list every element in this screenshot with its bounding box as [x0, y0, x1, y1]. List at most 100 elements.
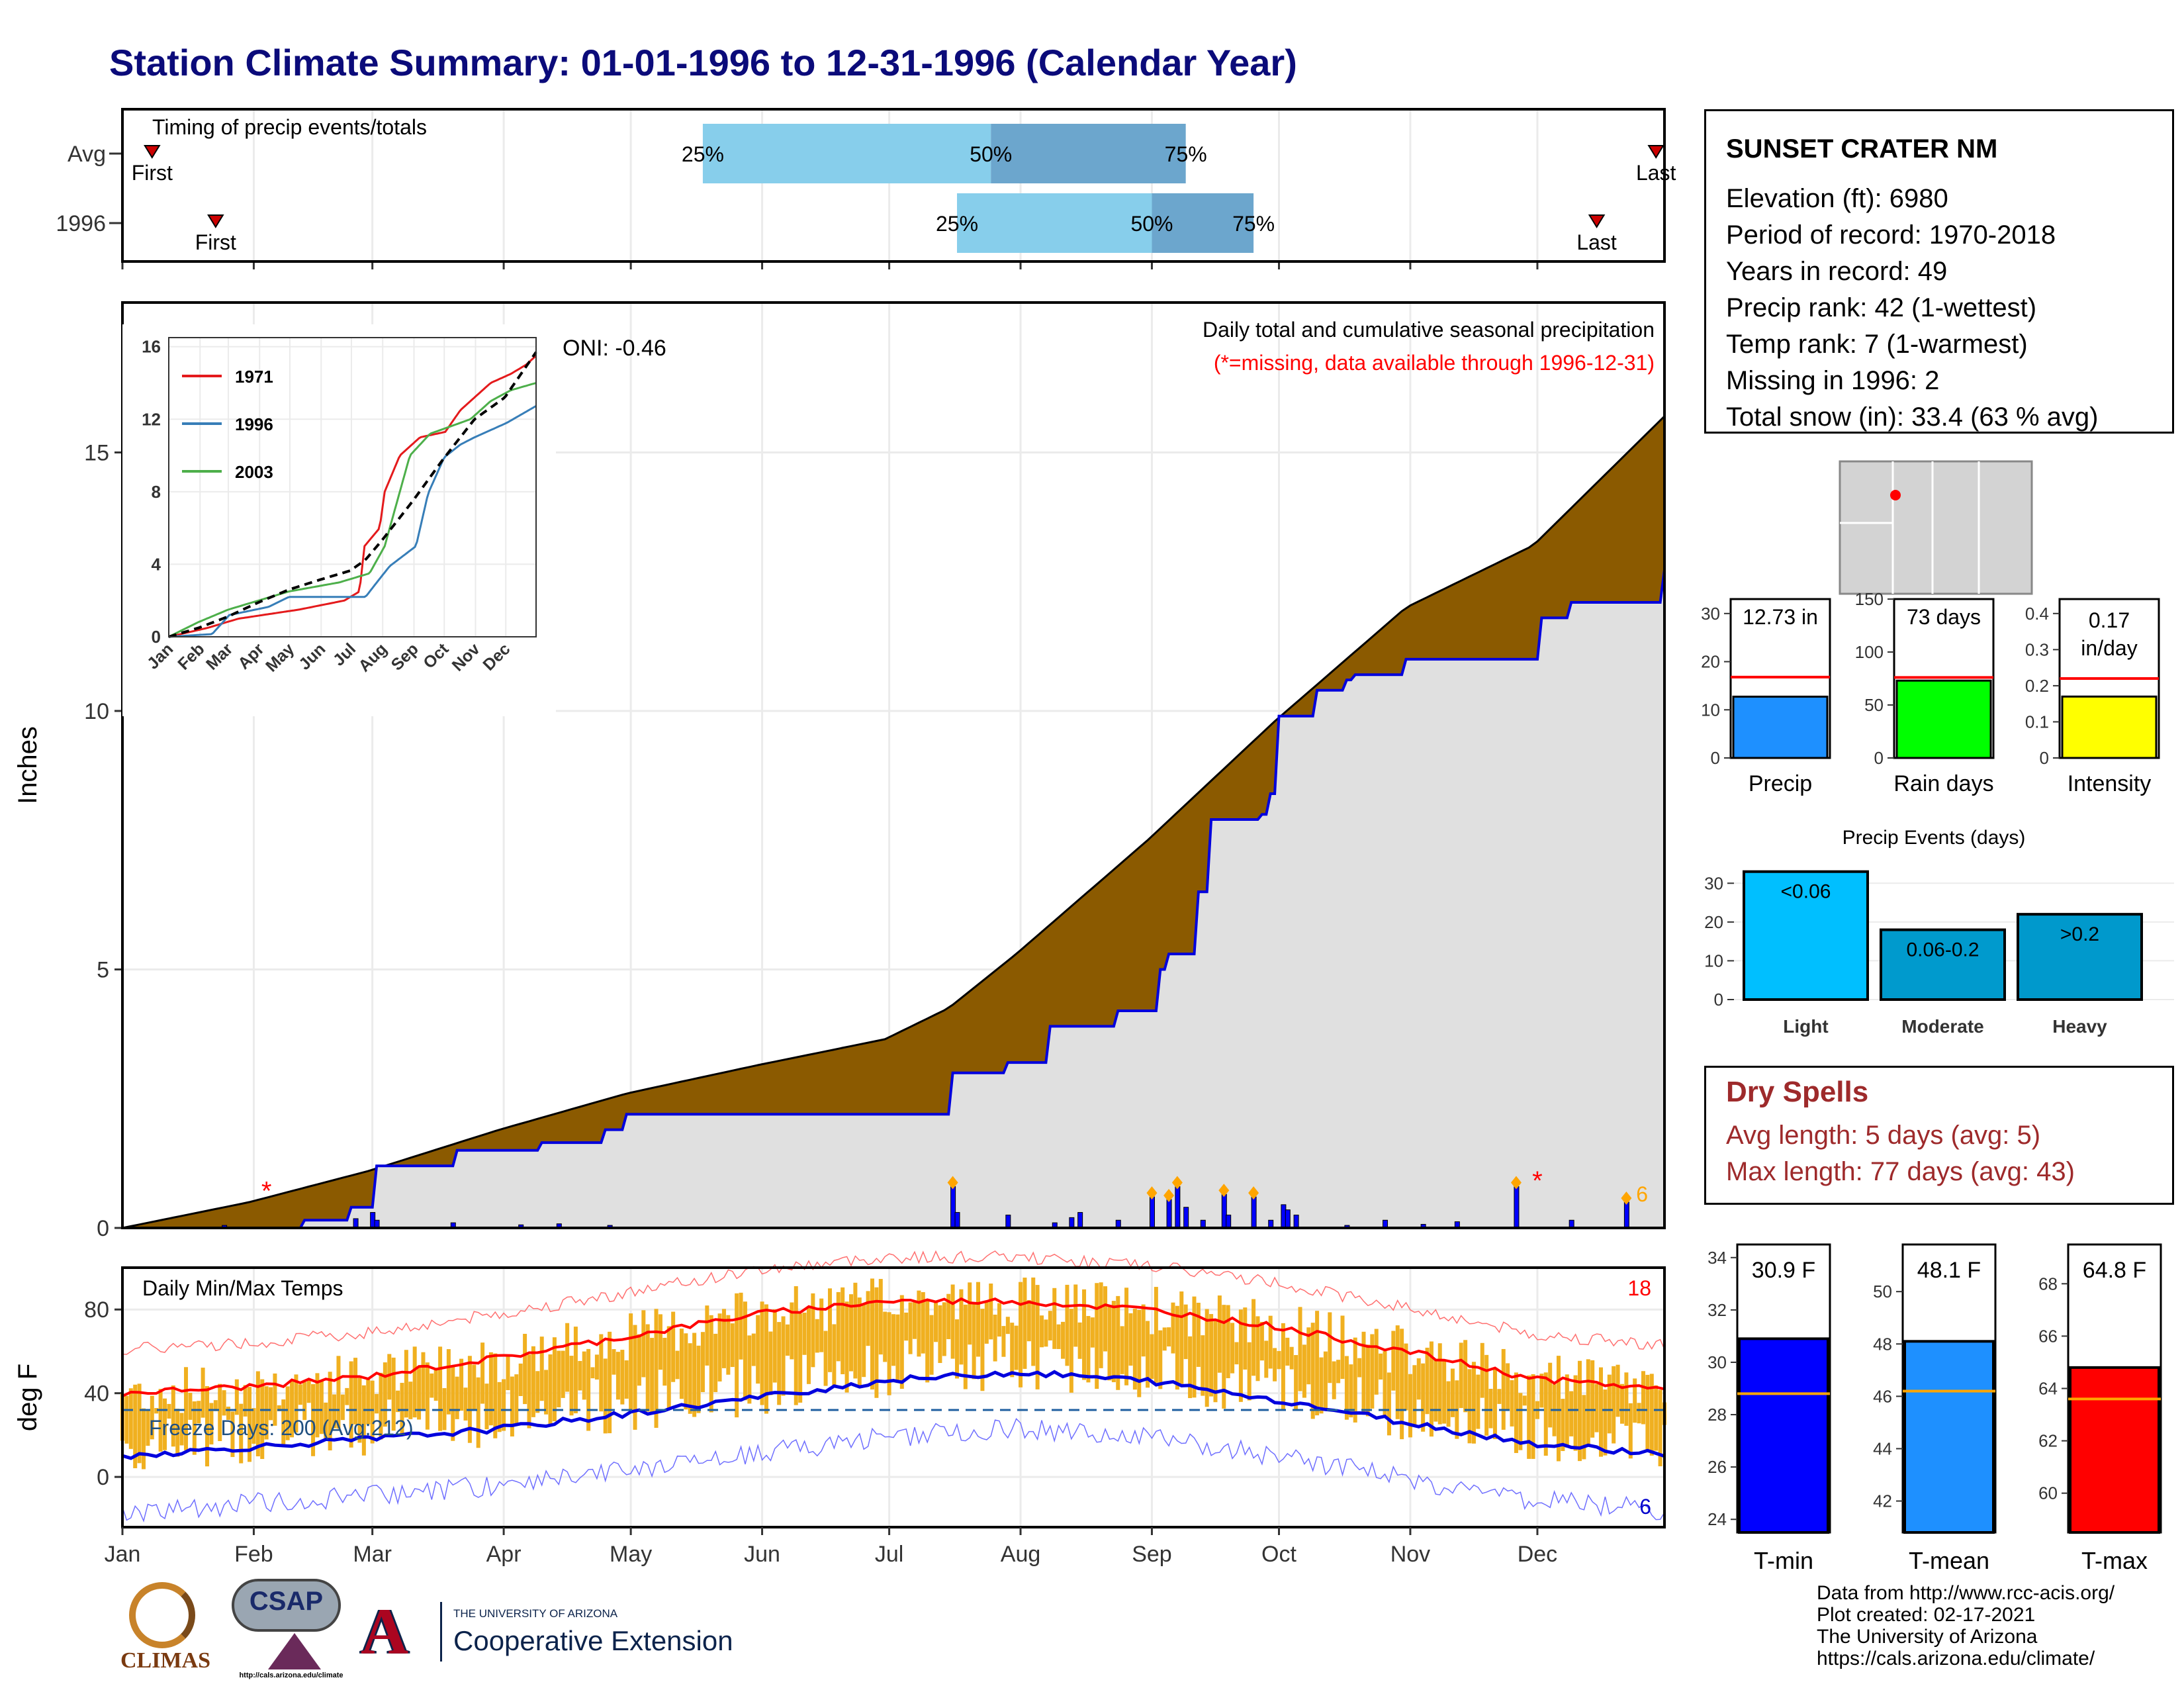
inset-legend-label: 1996 [235, 414, 273, 434]
daily-temp-bar [396, 1390, 400, 1413]
daily-precip-bar [353, 1218, 359, 1229]
daily-temp-bar [459, 1358, 464, 1411]
last-marker-icon [1647, 145, 1664, 159]
daily-temp-bar [565, 1323, 570, 1392]
daily-temp-bar [1310, 1323, 1315, 1419]
temp-bar-value: 30.9 F [1752, 1258, 1815, 1283]
daily-temp-bar [1582, 1395, 1586, 1460]
daily-temp-bar [841, 1287, 845, 1374]
temp-bar-y-tick-label: 42 [1873, 1491, 1892, 1511]
daily-temp-bar [433, 1369, 438, 1401]
daily-temp-bar [730, 1323, 735, 1368]
daily-temp-bar [361, 1385, 366, 1456]
temp-bar-y-tick-label: 24 [1707, 1509, 1727, 1529]
state-map-icon [1839, 460, 2033, 595]
climas-text: CLIMAS [120, 1648, 211, 1673]
daily-temp-bar [510, 1376, 514, 1437]
daily-precip-bar [1166, 1199, 1172, 1229]
daily-temp-bar [1518, 1393, 1523, 1450]
daily-temp-bar [857, 1297, 862, 1387]
last-label: Last [1636, 161, 1676, 185]
daily-temp-bar [895, 1314, 900, 1383]
daily-temp-bar [836, 1291, 841, 1362]
daily-temp-bar [1183, 1304, 1188, 1360]
month-x-tick-label: Nov [1390, 1542, 1430, 1567]
daily-temp-bar [1492, 1368, 1497, 1440]
daily-temp-bar [1633, 1378, 1637, 1423]
daily-temp-bar [997, 1303, 1002, 1337]
precip-events-title: Precip Events (days) [1843, 827, 2026, 849]
daily-temp-bar [1624, 1372, 1629, 1426]
precip-y-tick-label: 0 [97, 1216, 109, 1241]
daily-temp-bar [913, 1302, 917, 1339]
daily-temp-bar [1040, 1315, 1044, 1348]
daily-temp-bar [1171, 1302, 1175, 1354]
heavy-event-marker-icon [947, 1176, 958, 1190]
last-label: Last [1576, 230, 1617, 254]
station-elevation: Elevation (ft): 6980 [1726, 184, 1948, 213]
daily-temp-bar [1306, 1327, 1311, 1385]
summary-bar [2061, 695, 2158, 759]
daily-temp-bar [781, 1316, 786, 1396]
daily-temp-bar [777, 1322, 782, 1405]
heavy-event-marker-icon [1621, 1191, 1632, 1205]
daily-temp-bar [764, 1304, 768, 1414]
last-marker-icon [1588, 214, 1606, 228]
heavy-event-marker-icon [1146, 1186, 1158, 1200]
daily-temp-bar [417, 1366, 422, 1420]
precip-y-tick-label: 15 [84, 440, 109, 465]
daily-temp-bar [1154, 1287, 1158, 1383]
daily-temp-bar [218, 1383, 222, 1441]
temp-y-axis-label: deg F [13, 1364, 42, 1431]
daily-temp-bar [544, 1370, 549, 1415]
daily-precip-bar [954, 1212, 960, 1229]
daily-temp-bar [463, 1387, 468, 1421]
daily-temp-bar [679, 1329, 684, 1399]
daily-temp-bar [823, 1331, 828, 1386]
temp-bar-y-tick-label: 44 [1873, 1438, 1892, 1458]
daily-temp-bar [1429, 1341, 1433, 1437]
daily-temp-bar [1167, 1327, 1171, 1347]
daily-temp-bar [230, 1411, 235, 1458]
daily-temp-bar [1361, 1331, 1366, 1415]
station-years: Years in record: 49 [1726, 257, 1948, 286]
daily-temp-bar [1209, 1314, 1214, 1397]
daily-precip-bar [1149, 1196, 1155, 1229]
daily-temp-bar [1082, 1289, 1087, 1380]
temp-bar-y-tick-label: 60 [2038, 1483, 2058, 1503]
daily-temp-bar [1277, 1350, 1281, 1370]
daily-temp-bar [1103, 1286, 1108, 1352]
daily-temp-bar [1400, 1329, 1404, 1440]
station-location-dot [1890, 490, 1901, 500]
daily-temp-bar [514, 1374, 519, 1425]
daily-temp-bar [1137, 1309, 1142, 1397]
climas-emblem-icon [129, 1582, 195, 1648]
daily-temp-bar [1234, 1342, 1239, 1365]
daily-temp-bar [688, 1343, 692, 1414]
daily-temp-bar [692, 1333, 697, 1417]
summary-y-tick-label: 150 [1855, 589, 1884, 609]
daily-temp-bar [1205, 1309, 1209, 1407]
daily-precip-bar [1293, 1214, 1299, 1229]
daily-precip-bar [1623, 1201, 1629, 1229]
daily-temp-bar [1090, 1317, 1095, 1348]
events-y-tick-label: 20 [1704, 912, 1723, 932]
daily-temp-bar [311, 1384, 316, 1456]
daily-temp-bar [654, 1309, 659, 1428]
daily-temp-bar [480, 1342, 485, 1404]
daily-temp-bar [925, 1299, 930, 1383]
summary-y-tick-label: 30 [1701, 604, 1720, 624]
daily-temp-bar [1259, 1321, 1264, 1361]
daily-temp-bar [1116, 1295, 1120, 1390]
daily-temp-bar [243, 1385, 248, 1417]
daily-temp-bar [430, 1373, 434, 1398]
daily-temp-bar [917, 1290, 921, 1357]
daily-temp-bar [1556, 1356, 1561, 1462]
daily-temp-bar [239, 1403, 244, 1464]
daily-temp-bar [578, 1360, 582, 1391]
daily-temp-bar [853, 1282, 858, 1379]
temp-bar-y-tick-label: 66 [2038, 1326, 2058, 1346]
temp-bar-label: T-max [2081, 1547, 2148, 1574]
summary-y-tick-label: 0.4 [2025, 604, 2049, 624]
timing-row-label: 1996 [56, 211, 106, 236]
